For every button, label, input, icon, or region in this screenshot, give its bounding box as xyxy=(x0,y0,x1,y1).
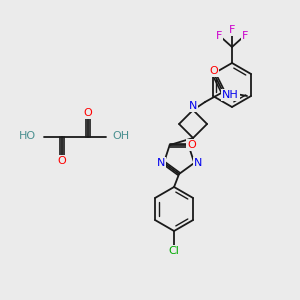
Text: N: N xyxy=(157,158,165,168)
Text: F: F xyxy=(242,31,248,41)
Text: O: O xyxy=(210,66,218,76)
Text: O: O xyxy=(58,156,66,166)
Text: O: O xyxy=(187,140,196,150)
Text: F: F xyxy=(216,31,222,41)
Text: O: O xyxy=(84,108,92,118)
Text: N: N xyxy=(194,158,202,168)
Text: N: N xyxy=(189,101,197,111)
Text: Cl: Cl xyxy=(169,246,179,256)
Text: OH: OH xyxy=(112,131,129,141)
Text: NH: NH xyxy=(222,90,239,100)
Text: HO: HO xyxy=(19,131,36,141)
Text: F: F xyxy=(229,25,235,35)
